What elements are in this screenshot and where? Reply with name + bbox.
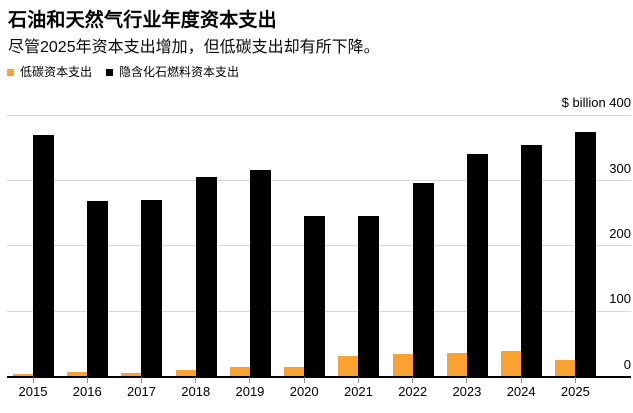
bar-low-carbon-2024 [501, 351, 522, 376]
bar-fossil-2020 [304, 215, 326, 376]
x-tick-2023 [466, 377, 468, 383]
bar-low-carbon-2017 [121, 373, 142, 376]
x-tick-2025 [574, 377, 576, 383]
y-tick-label-200: 200 [609, 225, 631, 241]
gridline-400 [7, 114, 631, 116]
y-tick-label-0: 0 [623, 356, 631, 372]
bar-low-carbon-2021 [338, 356, 359, 376]
x-axis-label-2015: 2015 [18, 384, 48, 399]
bar-fossil-2017 [141, 200, 163, 376]
x-tick-2024 [520, 377, 522, 383]
legend-item-low-carbon: 低碳资本支出 [7, 65, 92, 80]
x-axis-label-2017: 2017 [127, 384, 156, 399]
y-axis-unit-label: $ billion 400 [561, 95, 631, 111]
bar-fossil-2025 [575, 132, 597, 376]
bar-low-carbon-2025 [555, 359, 576, 376]
legend-swatch-fossil [106, 69, 114, 76]
bar-low-carbon-2023 [446, 353, 467, 376]
x-tick-2015 [32, 377, 34, 383]
legend-label-fossil: 隐含化石燃料资本支出 [119, 65, 240, 79]
chart-title: 石油和天然气行业年度资本支出 [8, 10, 277, 31]
bar-low-carbon-2016 [67, 372, 88, 376]
x-axis-label-2023: 2023 [452, 384, 482, 399]
bar-fossil-2022 [412, 183, 434, 376]
x-axis-label-2025: 2025 [560, 384, 590, 399]
bar-fossil-2015 [33, 134, 54, 376]
bar-low-carbon-2020 [284, 366, 305, 376]
x-tick-2021 [357, 377, 359, 383]
bar-fossil-2019 [249, 170, 271, 376]
x-axis-label-2022: 2022 [398, 384, 428, 399]
x-axis-label-2021: 2021 [343, 384, 373, 399]
bar-low-carbon-2022 [392, 354, 413, 376]
y-tick-label-100: 100 [609, 291, 631, 307]
x-axis-label-2024: 2024 [506, 384, 536, 399]
bar-fossil-2018 [195, 177, 217, 376]
bar-fossil-2024 [521, 145, 543, 376]
x-tick-2017 [140, 377, 142, 383]
bar-fossil-2023 [466, 153, 488, 376]
legend: 低碳资本支出 隐含化石燃料资本支出 [7, 65, 239, 80]
bar-low-carbon-2019 [229, 366, 250, 376]
bar-low-carbon-2015 [13, 374, 33, 376]
legend-swatch-low-carbon [7, 69, 14, 76]
bar-fossil-2021 [358, 215, 380, 376]
x-tick-2018 [195, 377, 197, 383]
legend-item-fossil: 隐含化石燃料资本支出 [106, 65, 239, 80]
x-axis-label-2020: 2020 [289, 384, 319, 399]
x-axis-label-2016: 2016 [72, 384, 102, 399]
x-axis-line [7, 375, 631, 378]
x-tick-2022 [412, 377, 414, 383]
x-tick-2020 [303, 377, 305, 383]
x-axis-label-2018: 2018 [181, 384, 211, 399]
legend-label-low-carbon: 低碳资本支出 [20, 65, 93, 79]
bar-fossil-2016 [87, 200, 109, 376]
x-tick-2016 [86, 377, 88, 383]
y-tick-label-300: 300 [609, 160, 631, 176]
gridline-300 [7, 180, 631, 182]
x-axis-label-2019: 2019 [235, 384, 265, 399]
chart-subtitle: 尽管2025年资本支出增加，但低碳支出却有所下降。 [8, 39, 380, 56]
x-tick-2019 [249, 377, 251, 383]
bar-low-carbon-2018 [175, 370, 196, 376]
